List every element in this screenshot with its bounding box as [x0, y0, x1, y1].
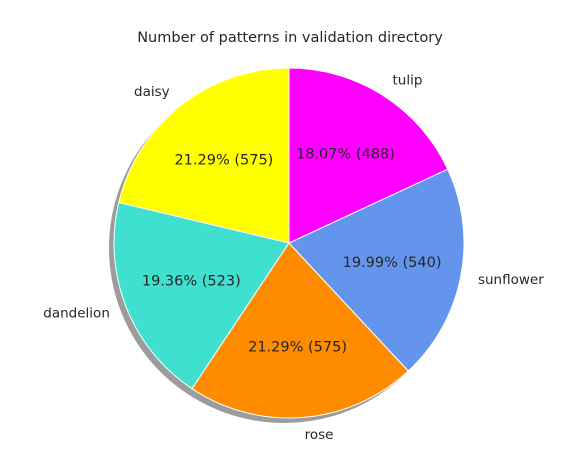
- slice-label-rose: rose: [305, 427, 334, 443]
- slice-value-label-tulip: 18.07% (488): [296, 146, 395, 162]
- pie-slice-tulip: [288, 67, 449, 244]
- chart-title: Number of patterns in validation directo…: [137, 30, 443, 46]
- slice-label-tulip: tulip: [392, 73, 422, 89]
- pie-slice-rose: [191, 242, 410, 419]
- slice-value-label-dandelion: 19.36% (523): [142, 273, 241, 289]
- slice-value-label-daisy: 21.29% (575): [174, 153, 273, 169]
- pie-slice-sunflower: [288, 168, 465, 372]
- slice-value-label-sunflower: 19.99% (540): [343, 255, 442, 271]
- pie-slice-dandelion: [113, 201, 290, 390]
- slice-value-label-rose: 21.29% (575): [248, 340, 347, 356]
- slice-label-sunflower: sunflower: [478, 272, 544, 288]
- pie-slices: [113, 67, 465, 419]
- pie-slice-daisy: [118, 67, 290, 244]
- slice-label-dandelion: dandelion: [43, 306, 110, 322]
- slice-label-daisy: daisy: [134, 84, 170, 100]
- pie-labels: daisy 21.29% (575) dandelion 19.36% (523) ro…: [43, 73, 544, 443]
